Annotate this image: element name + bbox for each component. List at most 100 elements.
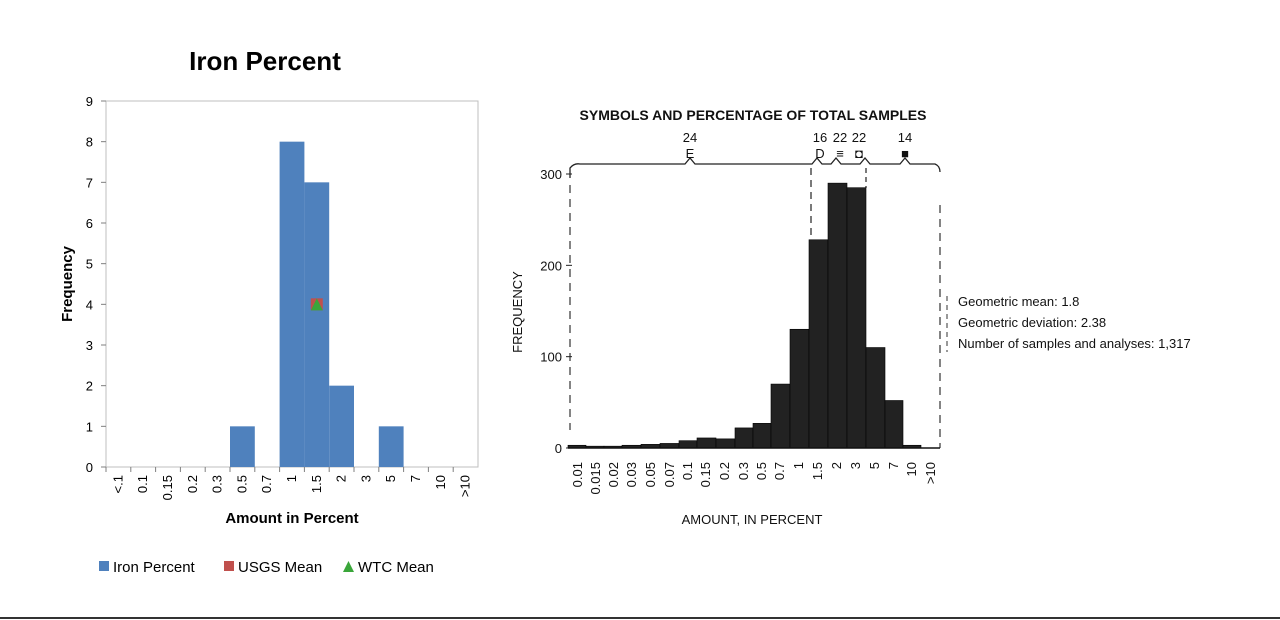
scan-x-tick-label: 0.05 xyxy=(643,462,658,487)
left-y-tick-label: 9 xyxy=(86,94,93,109)
left-x-tick-label: 0.2 xyxy=(185,475,200,493)
scan-note-geometric-deviation: Geometric deviation: 2.38 xyxy=(958,315,1106,330)
legend-label-usgs-mean: USGS Mean xyxy=(238,559,322,576)
legend-label-iron-percent: Iron Percent xyxy=(113,559,196,576)
scan-brace-line xyxy=(569,156,941,178)
left-y-tick-label: 2 xyxy=(86,379,93,394)
left-bar xyxy=(329,385,354,467)
scan-bars xyxy=(567,182,922,449)
scanned-histogram: SYMBOLS AND PERCENTAGE OF TOTAL SAMPLES … xyxy=(510,107,1191,527)
left-bar xyxy=(378,426,404,467)
left-x-tick-label: 0.3 xyxy=(210,475,225,493)
scan-x-tick-label: 3 xyxy=(848,462,863,469)
left-x-tick-label: 10 xyxy=(433,475,448,489)
scan-y-tick-label: 100 xyxy=(540,350,562,365)
left-y-tick-label: 7 xyxy=(86,175,93,190)
legend-triangle-wtc-mean xyxy=(343,561,354,572)
scan-x-tick-label: 0.01 xyxy=(570,462,585,487)
scan-x-tick-label: 2 xyxy=(829,462,844,469)
left-mean-markers xyxy=(310,298,323,311)
scan-x-tick-label: 1 xyxy=(791,462,806,469)
left-y-ticks: 0 1 2 3 4 5 6 7 8 9 xyxy=(86,94,106,475)
left-x-tick-label: 0.15 xyxy=(160,475,175,500)
scan-x-tick-label: 0.1 xyxy=(680,462,695,480)
left-y-tick-label: 4 xyxy=(86,297,93,312)
scan-group-symbol: E xyxy=(686,146,695,161)
left-bar xyxy=(304,182,330,468)
scan-group-symbol: ≡ xyxy=(836,146,844,161)
scan-y-ticks: 0 100 200 300 xyxy=(540,167,572,456)
left-x-tick-label: 1 xyxy=(284,475,299,482)
left-bars xyxy=(230,141,404,468)
left-bar xyxy=(279,141,305,467)
scan-bar xyxy=(789,328,810,449)
legend-swatch-usgs-mean xyxy=(224,561,234,571)
scan-x-tick-label: 7 xyxy=(886,462,901,469)
left-x-tick-label: 2 xyxy=(334,475,349,482)
scan-group-symbol: ■ xyxy=(901,146,909,161)
scan-x-tick-label: 10 xyxy=(904,462,919,476)
left-x-tick-label: 7 xyxy=(408,475,423,482)
scan-bar xyxy=(884,400,904,449)
left-x-tick-label: 0.7 xyxy=(259,475,274,493)
scan-x-ticks: 0.01 0.015 0.02 0.03 0.05 0.07 0.1 0.15 0.2 0.3 0.… xyxy=(570,462,938,495)
scan-x-tick-label: 0.02 xyxy=(606,462,621,487)
scan-x-tick-label: 0.07 xyxy=(662,462,677,487)
scan-bar xyxy=(696,437,717,449)
scan-y-tick-label: 200 xyxy=(540,258,562,273)
scan-y-tick-label: 300 xyxy=(540,167,562,182)
left-y-tick-label: 5 xyxy=(86,257,93,272)
scan-group-percent: 22 xyxy=(852,130,866,145)
scan-group-percent: 16 xyxy=(813,130,827,145)
scan-bar xyxy=(865,347,886,449)
left-y-axis-label: Frequency xyxy=(59,245,76,322)
scan-group-symbol: D xyxy=(815,146,824,161)
scan-x-tick-label: 5 xyxy=(867,462,882,469)
wtc-mean-marker xyxy=(310,298,323,311)
scan-x-tick-label: 0.15 xyxy=(698,462,713,487)
scan-x-tick-label: 1.5 xyxy=(810,462,825,480)
scan-title: SYMBOLS AND PERCENTAGE OF TOTAL SAMPLES xyxy=(580,107,927,123)
scan-group-symbol: ◘ xyxy=(855,146,863,161)
scan-note-sample-count: Number of samples and analyses: 1,317 xyxy=(958,336,1191,351)
scan-bar xyxy=(770,383,791,449)
left-legend: Iron Percent USGS Mean WTC Mean xyxy=(99,559,434,576)
left-x-ticks: <.1 0.1 0.15 0.2 0.3 0.5 0.7 1 1.5 2 3 5 7 10 >10 xyxy=(105,467,473,500)
scan-x-tick-label: 0.5 xyxy=(754,462,769,480)
scan-bar xyxy=(734,427,754,449)
scan-x-tick-label: 0.3 xyxy=(736,462,751,480)
scan-x-tick-label: 0.2 xyxy=(717,462,732,480)
scan-note-geometric-mean: Geometric mean: 1.8 xyxy=(958,294,1079,309)
left-x-axis-label: Amount in Percent xyxy=(225,510,358,527)
scan-x-tick-label: >10 xyxy=(923,462,938,484)
scan-x-axis-label: AMOUNT, IN PERCENT xyxy=(682,512,823,527)
scan-group-percent: 22 xyxy=(833,130,847,145)
iron-percent-chart: Iron Percent Frequency Amount in Percent… xyxy=(59,46,479,527)
legend-swatch-iron-percent xyxy=(99,561,109,571)
left-x-tick-label: 3 xyxy=(358,475,373,482)
left-y-tick-label: 0 xyxy=(86,460,93,475)
scan-bar xyxy=(715,438,736,449)
scan-bar xyxy=(678,440,698,449)
scan-group-percent: 14 xyxy=(898,130,912,145)
scan-x-tick-label: 0.03 xyxy=(624,462,639,487)
scan-x-tick-label: 0.7 xyxy=(772,462,787,480)
left-y-tick-label: 1 xyxy=(86,419,93,434)
left-x-tick-label: <.1 xyxy=(110,475,125,493)
scan-y-axis-label: FREQUENCY xyxy=(510,271,525,353)
left-y-tick-label: 8 xyxy=(86,135,93,150)
scan-y-tick-label: 0 xyxy=(555,441,562,456)
left-x-tick-label: 0.5 xyxy=(234,475,249,493)
scan-bar xyxy=(827,182,848,449)
left-y-tick-label: 6 xyxy=(86,216,93,231)
left-chart-title: Iron Percent xyxy=(189,46,341,76)
left-x-tick-label: >10 xyxy=(458,475,473,497)
left-x-tick-label: 5 xyxy=(383,475,398,482)
scan-bar xyxy=(752,423,772,449)
scan-bar xyxy=(846,187,867,449)
left-y-tick-label: 3 xyxy=(86,338,93,353)
scan-bar xyxy=(808,239,829,449)
scan-group-percent: 24 xyxy=(683,130,697,145)
